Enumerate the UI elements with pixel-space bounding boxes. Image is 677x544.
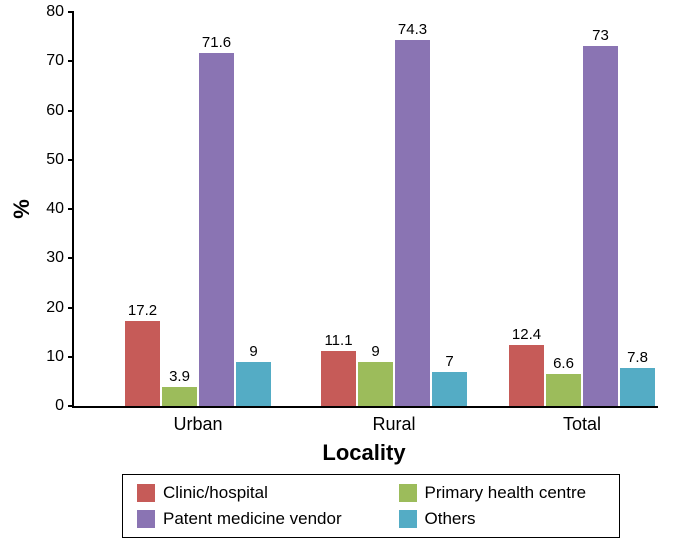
plot-area: 0102030405060708017.23.971.69Urban11.197… [72, 12, 658, 408]
y-tick [68, 356, 74, 358]
x-category-label: Rural [372, 414, 415, 435]
y-tick-label: 30 [46, 249, 64, 267]
y-tick [68, 208, 74, 210]
x-axis-label: Locality [322, 440, 405, 466]
bar [162, 387, 197, 406]
bar [620, 368, 655, 406]
legend-swatch [399, 510, 417, 528]
y-tick [68, 11, 74, 13]
legend: Clinic/hospital Primary health centre Pate… [122, 474, 620, 538]
y-axis-label: % [9, 199, 35, 219]
y-tick-label: 0 [55, 397, 64, 415]
legend-label: Primary health centre [425, 483, 587, 503]
legend-label: Clinic/hospital [163, 483, 268, 503]
bar-value-label: 12.4 [497, 326, 557, 343]
bar [395, 40, 430, 406]
y-tick-label: 40 [46, 200, 64, 218]
bar-value-label: 71.6 [187, 34, 247, 51]
y-tick-label: 10 [46, 348, 64, 366]
bar [358, 362, 393, 406]
bar-value-label: 17.2 [113, 302, 173, 319]
bar-value-label: 73 [571, 27, 631, 44]
legend-label: Others [425, 509, 476, 529]
y-tick [68, 110, 74, 112]
legend-item: Patent medicine vendor [137, 509, 361, 529]
y-tick-label: 60 [46, 102, 64, 120]
y-tick-label: 50 [46, 151, 64, 169]
bar-value-label: 74.3 [383, 21, 443, 38]
legend-swatch [399, 484, 417, 502]
legend-swatch [137, 484, 155, 502]
bar [125, 321, 160, 406]
legend-item: Others [399, 509, 605, 529]
legend-label: Patent medicine vendor [163, 509, 342, 529]
x-category-label: Total [563, 414, 601, 435]
legend-item: Primary health centre [399, 483, 605, 503]
y-tick-label: 20 [46, 299, 64, 317]
chart-container: % 0102030405060708017.23.971.69Urban11.1… [0, 0, 677, 544]
bar-value-label: 7 [420, 353, 480, 370]
y-tick [68, 405, 74, 407]
bar [546, 374, 581, 407]
y-tick [68, 60, 74, 62]
legend-swatch [137, 510, 155, 528]
x-category-label: Urban [173, 414, 222, 435]
legend-item: Clinic/hospital [137, 483, 361, 503]
bar-value-label: 7.8 [608, 349, 668, 366]
y-tick-label: 80 [46, 3, 64, 21]
bar-value-label: 9 [224, 343, 284, 360]
y-tick [68, 307, 74, 309]
bar [236, 362, 271, 406]
bar [432, 372, 467, 406]
y-tick [68, 257, 74, 259]
y-tick-label: 70 [46, 52, 64, 70]
y-tick [68, 159, 74, 161]
